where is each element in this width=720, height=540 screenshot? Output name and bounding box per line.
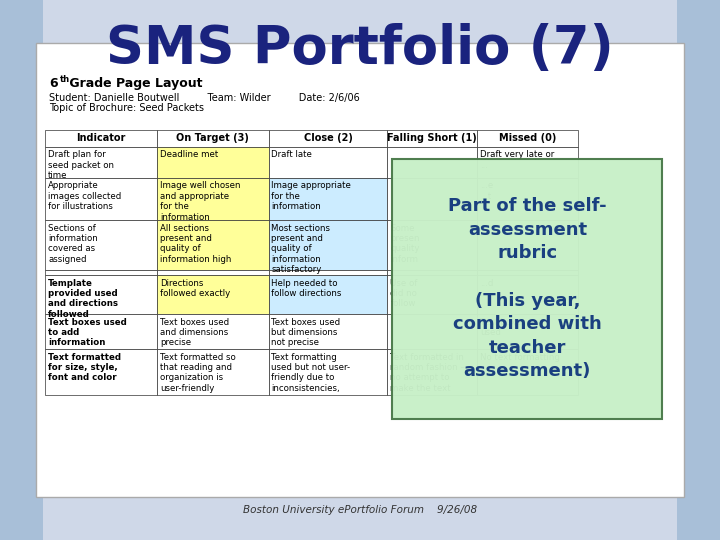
Text: Draft plan for
seed packet on
time: Draft plan for seed packet on time	[48, 150, 114, 180]
Text: SMS Portfolio (7): SMS Portfolio (7)	[106, 23, 614, 75]
Text: Draft late: Draft late	[271, 150, 312, 159]
FancyBboxPatch shape	[157, 220, 269, 270]
Text: Indicator: Indicator	[76, 133, 126, 143]
Text: Student: Danielle Boutwell         Team: Wilder         Date: 2/6/06: Student: Danielle Boutwell Team: Wilder …	[49, 93, 360, 103]
FancyBboxPatch shape	[157, 147, 269, 178]
Text: Text formatting
used but not user-
friendly due to
inconsistencies,: Text formatting used but not user- frien…	[271, 353, 351, 393]
Text: th: th	[60, 75, 70, 84]
Text: Text formatted in
random fashion –
no attempt to
make the text: Text formatted in random fashion – no at…	[390, 353, 465, 393]
FancyBboxPatch shape	[392, 159, 662, 418]
Text: Text boxes used
but dimensions
not precise: Text boxes used but dimensions not preci…	[271, 318, 341, 347]
Text: Most sections
present and
quality of
information
satisfactory: Most sections present and quality of inf…	[271, 224, 330, 274]
FancyBboxPatch shape	[45, 275, 157, 314]
Text: Grade Page Layout: Grade Page Layout	[65, 77, 202, 90]
FancyBboxPatch shape	[387, 275, 477, 314]
FancyBboxPatch shape	[477, 314, 578, 349]
FancyBboxPatch shape	[269, 270, 387, 275]
FancyBboxPatch shape	[477, 130, 578, 147]
Text: On Target (3): On Target (3)	[176, 133, 249, 143]
Text: No text formatting: No text formatting	[480, 353, 560, 362]
Text: Image appropriate
for the
information: Image appropriate for the information	[271, 181, 351, 211]
FancyBboxPatch shape	[387, 349, 477, 395]
Text: Sections of
information
covered as
assigned: Sections of information covered as assig…	[48, 224, 98, 264]
FancyBboxPatch shape	[387, 220, 477, 270]
Text: Part of the self-
assessment
rubric

(This year,
combined with
teacher
assessmen: Part of the self- assessment rubric (Thi…	[448, 197, 607, 381]
FancyBboxPatch shape	[45, 270, 157, 275]
FancyBboxPatch shape	[477, 270, 578, 275]
FancyBboxPatch shape	[477, 147, 578, 178]
Text: All sections
present and
quality of
information high: All sections present and quality of info…	[160, 224, 231, 264]
Text: Close (2): Close (2)	[304, 133, 352, 143]
FancyBboxPatch shape	[157, 130, 269, 147]
Text: Falling Short (1): Falling Short (1)	[387, 133, 477, 143]
FancyBboxPatch shape	[269, 314, 387, 349]
Text: Boston University ePortfolio Forum    9/26/08: Boston University ePortfolio Forum 9/26/…	[243, 505, 477, 515]
FancyBboxPatch shape	[477, 275, 578, 314]
Text: Appropriate
images collected
for illustrations: Appropriate images collected for illustr…	[48, 181, 122, 211]
FancyBboxPatch shape	[677, 0, 720, 540]
FancyBboxPatch shape	[387, 314, 477, 349]
FancyBboxPatch shape	[45, 349, 157, 395]
FancyBboxPatch shape	[157, 270, 269, 275]
FancyBboxPatch shape	[387, 270, 477, 275]
FancyBboxPatch shape	[157, 349, 269, 395]
FancyBboxPatch shape	[269, 220, 387, 270]
FancyBboxPatch shape	[387, 178, 477, 220]
FancyBboxPatch shape	[477, 178, 578, 220]
Text: Deadline met: Deadline met	[160, 150, 218, 159]
Text: Directions
followed exactly: Directions followed exactly	[160, 279, 230, 298]
Text: Text formatted so
that reading and
organization is
user-friendly: Text formatted so that reading and organ…	[160, 353, 235, 393]
FancyBboxPatch shape	[477, 220, 578, 270]
FancyBboxPatch shape	[45, 314, 157, 349]
FancyBboxPatch shape	[269, 275, 387, 314]
Text: Text boxes used
to add
information: Text boxes used to add information	[48, 318, 127, 347]
Text: Text boxes not
used: Text boxes not used	[480, 318, 543, 337]
Text: Some
presen
quality
inform: Some presen quality inform	[390, 224, 420, 264]
Text: Template
provided used
and directions
followed: Template provided used and directions fo…	[48, 279, 118, 319]
FancyBboxPatch shape	[269, 130, 387, 147]
FancyBboxPatch shape	[269, 349, 387, 395]
Text: Topic of Brochure: Seed Packets: Topic of Brochure: Seed Packets	[49, 103, 204, 113]
Text: ...e
...t: ...e ...t	[480, 181, 493, 201]
FancyBboxPatch shape	[157, 314, 269, 349]
FancyBboxPatch shape	[45, 130, 157, 147]
FancyBboxPatch shape	[45, 147, 157, 178]
Text: 6: 6	[49, 77, 58, 90]
FancyBboxPatch shape	[45, 178, 157, 220]
Text: Use of
did no
follow: Use of did no follow	[390, 279, 418, 308]
FancyBboxPatch shape	[45, 220, 157, 270]
FancyBboxPatch shape	[36, 43, 684, 497]
Text: Text formatted
for size, style,
font and color: Text formatted for size, style, font and…	[48, 353, 121, 382]
FancyBboxPatch shape	[477, 349, 578, 395]
FancyBboxPatch shape	[269, 178, 387, 220]
FancyBboxPatch shape	[387, 147, 477, 178]
FancyBboxPatch shape	[387, 130, 477, 147]
Text: Draft very late or
...: Draft very late or ...	[480, 150, 554, 170]
Text: Image well chosen
and appropriate
for the
information: Image well chosen and appropriate for th…	[160, 181, 240, 221]
Text: Missed (0): Missed (0)	[499, 133, 557, 143]
Text: Help needed to
follow directions: Help needed to follow directions	[271, 279, 342, 298]
Text: ...d: ...d	[480, 279, 494, 288]
Text: Text boxes used
and dimensions
precise: Text boxes used and dimensions precise	[160, 318, 229, 347]
FancyBboxPatch shape	[269, 147, 387, 178]
FancyBboxPatch shape	[157, 275, 269, 314]
FancyBboxPatch shape	[0, 0, 43, 540]
FancyBboxPatch shape	[157, 178, 269, 220]
